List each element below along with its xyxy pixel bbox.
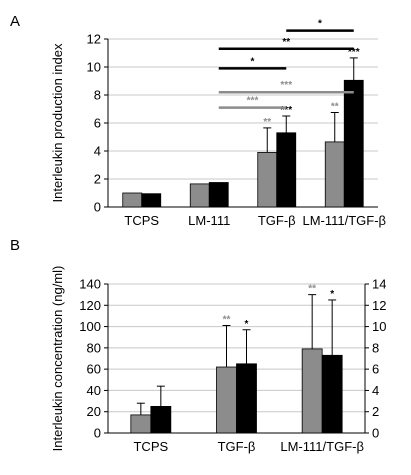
significance-label: * xyxy=(330,289,334,300)
category-label: TCPS xyxy=(133,439,168,454)
chart-a: 0 2 4 6 8 10 12 Interleukin production index TCP… xyxy=(50,19,386,228)
y-tick-label: 2 xyxy=(94,172,101,187)
bar xyxy=(324,141,345,208)
y-tick-label: 100 xyxy=(79,319,101,334)
panel-letter-a: A xyxy=(10,13,20,30)
bar xyxy=(150,405,172,434)
significance-label: ** xyxy=(263,117,271,128)
bar xyxy=(257,151,278,208)
significance-label: ** xyxy=(223,315,231,326)
y-tick-label: 10 xyxy=(87,60,101,75)
chart-b: 0 20 40 60 80 100 120 140 0 2 4 6 8 10 12 14 Interleukin… xyxy=(50,266,386,454)
bar xyxy=(343,79,364,208)
bar xyxy=(276,132,297,208)
significance-label: *** xyxy=(348,47,360,58)
y-tick-label: 40 xyxy=(87,383,101,398)
bar xyxy=(301,348,323,434)
y-tick-label: 8 xyxy=(94,88,101,103)
y-tick-label: 0 xyxy=(94,426,101,441)
bar xyxy=(130,414,152,434)
bracket-label: * xyxy=(318,19,322,30)
y2-tick-label: 6 xyxy=(372,362,379,377)
y2-tick-label: 4 xyxy=(372,383,379,398)
y-tick-label: 140 xyxy=(79,277,101,292)
y-tick-label: 80 xyxy=(87,340,101,355)
category-label: LM-111/TGF-β xyxy=(280,439,364,454)
significance-label: * xyxy=(245,319,249,330)
y2-tick-label: 12 xyxy=(372,298,386,313)
y-tick-label: 0 xyxy=(94,200,101,215)
bar xyxy=(236,363,257,434)
y-tick-label: 60 xyxy=(87,362,101,377)
bracket-label: ** xyxy=(282,37,290,48)
bar xyxy=(122,192,143,208)
y-tick-label: 20 xyxy=(87,404,101,419)
significance-label: ** xyxy=(331,102,339,113)
y-tick-label: 4 xyxy=(94,144,101,159)
y2-tick-label: 2 xyxy=(372,404,379,419)
significance-label: *** xyxy=(280,105,292,116)
category-label: LM-111/TGF-β xyxy=(302,213,386,228)
bar xyxy=(141,193,162,208)
bar xyxy=(216,366,237,434)
y-tick-label: 6 xyxy=(94,116,101,131)
category-label: TGF-β xyxy=(258,213,296,228)
y-tick-label: 120 xyxy=(79,298,101,313)
y-axis-label: Interleukin concentration (ng/ml) xyxy=(50,266,65,452)
category-label: LM-111 xyxy=(188,213,230,228)
bracket-label: * xyxy=(251,56,255,67)
bracket-label: *** xyxy=(280,80,292,91)
bracket-label: *** xyxy=(247,96,259,107)
bar xyxy=(208,182,229,208)
y2-tick-label: 14 xyxy=(372,277,386,292)
bar xyxy=(321,354,343,434)
y2-tick-label: 8 xyxy=(372,340,379,355)
y2-tick-label: 10 xyxy=(372,319,386,334)
y-tick-label: 12 xyxy=(87,32,101,47)
significance-label: ** xyxy=(308,284,316,295)
bar xyxy=(189,183,210,208)
y-axis-label: Interleukin production index xyxy=(50,43,65,202)
category-label: TCPS xyxy=(124,213,159,228)
category-label: TGF-β xyxy=(218,439,256,454)
y2-tick-label: 0 xyxy=(372,426,379,441)
panel-letter-b: B xyxy=(10,237,20,254)
